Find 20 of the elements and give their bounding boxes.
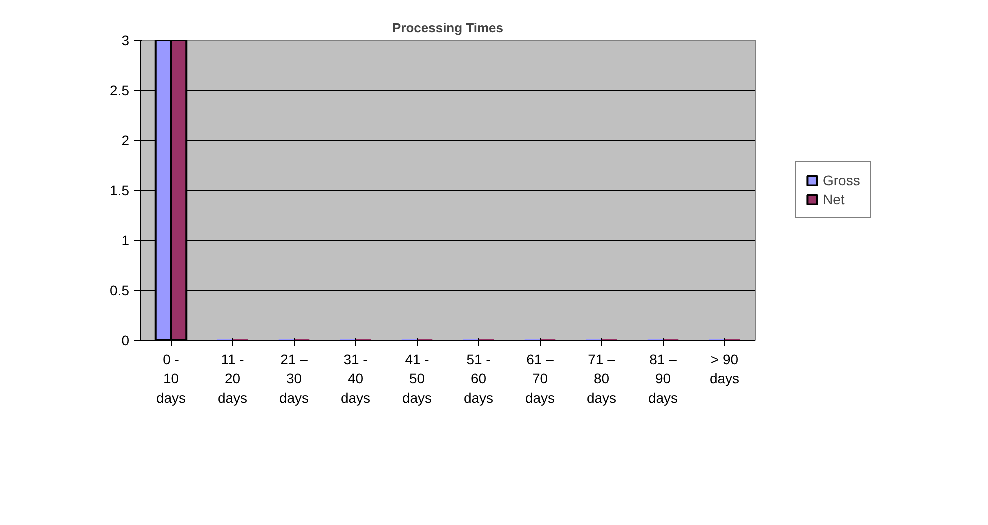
legend-label: Net xyxy=(823,192,845,208)
x-tick-label: 81 – 90 days xyxy=(648,352,678,406)
x-tick-label: > 90 days xyxy=(710,352,740,387)
y-tick-label: 1 xyxy=(122,232,130,248)
x-tick-label: 61 – 70 days xyxy=(525,352,556,406)
y-tick-label: 2 xyxy=(122,132,130,148)
legend-label: Gross xyxy=(823,172,860,188)
y-tick-label: 1.5 xyxy=(110,182,130,198)
y-tick-label: 0.5 xyxy=(110,282,130,298)
x-tick-label: 51 - 60 days xyxy=(464,352,494,406)
x-tick-label: 71 – 80 days xyxy=(586,352,617,406)
chart-title: Processing Times xyxy=(392,20,504,36)
x-tick-label: 0 - 10 days xyxy=(156,352,186,406)
y-tick-label: 2.5 xyxy=(110,82,130,98)
y-tick-label: 3 xyxy=(122,32,130,48)
x-tick-label: 31 - 40 days xyxy=(340,352,371,406)
y-tick-label: 0 xyxy=(122,332,130,348)
x-tick-label: 41 - 50 days xyxy=(402,352,432,406)
x-tick-label: 11 - 20 days xyxy=(218,352,248,406)
x-tick-label: 21 – 30 days xyxy=(279,352,310,406)
